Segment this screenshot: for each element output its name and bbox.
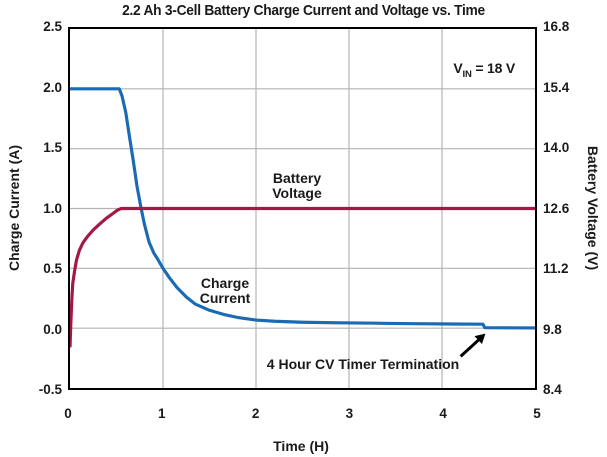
plot-canvas	[70, 29, 535, 388]
ytick-right-9.8: 9.8	[543, 321, 562, 337]
ytick-right-8.4: 8.4	[543, 382, 562, 397]
battery-voltage-line	[70, 206, 535, 348]
ytick-left-0.0: 0.0	[43, 321, 62, 337]
battery-voltage-label: Battery Voltage	[272, 171, 322, 201]
ytick-right-11.2: 11.2	[543, 261, 569, 276]
chart-title: 2.2 Ah 3-Cell Battery Charge Current and…	[122, 2, 485, 19]
charge-current-label-line1: Charge	[200, 275, 250, 291]
ytick-left-1.0: 1.0	[43, 200, 62, 216]
battery-voltage-label-line1: Battery	[272, 170, 322, 186]
charge-current-label: Charge Current	[200, 276, 251, 306]
xtick-2: 2	[251, 406, 260, 421]
ytick-left-2.5: 2.5	[43, 19, 62, 34]
xtick-5: 5	[533, 406, 541, 421]
xtick-0: 0	[64, 406, 72, 421]
vin-annotation: VIN = 18 V	[431, 46, 515, 97]
xtick-1: 1	[158, 406, 166, 421]
charge-current-line	[70, 87, 535, 330]
y-axis-label-left: Charge Current (A)	[6, 144, 22, 272]
ytick-left-0.5: 0.5	[43, 261, 62, 276]
vin-subscript: IN	[462, 68, 472, 80]
timer-termination-label: 4 Hour CV Timer Termination	[266, 356, 460, 372]
ytick-right-12.6: 12.6	[543, 200, 570, 216]
vin-symbol: V	[453, 60, 463, 76]
charge-current-label-line2: Current	[199, 290, 251, 306]
ytick-right-14.0: 14.0	[543, 140, 570, 155]
xtick-3: 3	[345, 406, 354, 421]
xtick-4: 4	[439, 406, 447, 421]
vin-value: = 18 V	[471, 60, 515, 76]
plot-area: VIN = 18 V Battery Voltage Charge Curren…	[68, 27, 537, 390]
arrow-annotation	[459, 333, 486, 358]
ytick-left-neg0.5: -0.5	[38, 382, 62, 397]
ytick-left-1.5: 1.5	[43, 140, 62, 155]
ytick-right-15.4: 15.4	[543, 79, 570, 95]
y-axis-label-right: Battery Voltage (V)	[585, 145, 601, 271]
ytick-right-16.8: 16.8	[543, 19, 570, 34]
x-axis-label: Time (H)	[273, 438, 329, 454]
battery-voltage-label-line2: Voltage	[272, 185, 322, 201]
ytick-left-2.0: 2.0	[43, 79, 62, 95]
